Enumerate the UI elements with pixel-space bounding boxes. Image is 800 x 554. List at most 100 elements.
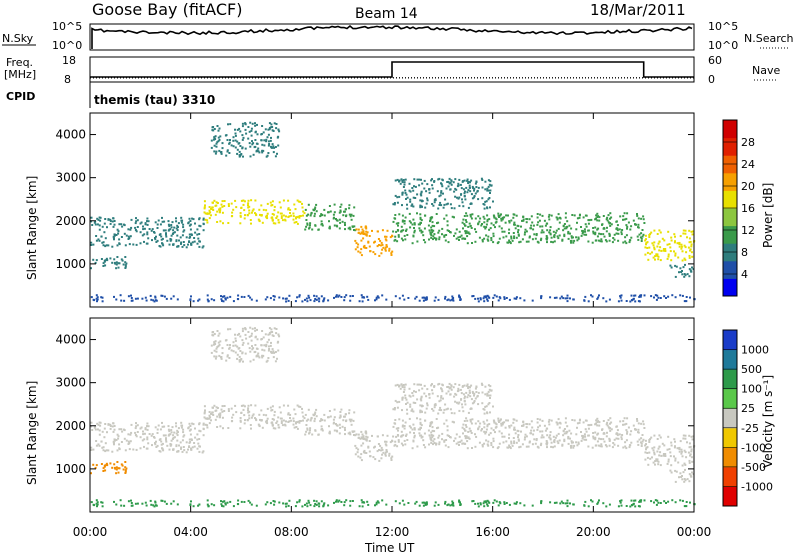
- y-tick-label: 1000: [55, 257, 86, 271]
- cpid-panel: CPID themis (tau) 3310: [6, 82, 215, 108]
- freq-label-line2: [MHz]: [4, 68, 36, 81]
- velocity-y-axis: 1000 2000 3000 4000: [55, 333, 694, 476]
- echo-band: [90, 461, 128, 475]
- echo-band: [304, 408, 357, 437]
- power-colorbar-title: Power [dB]: [761, 183, 775, 248]
- power-echoes: [90, 121, 696, 303]
- colorbar-swatch: [723, 278, 737, 297]
- beam-title: Beam 14: [355, 6, 418, 22]
- colorbar-swatch: [723, 172, 737, 191]
- colorbar-swatch: [723, 466, 737, 487]
- echo-band: [90, 294, 696, 303]
- colorbar-swatch: [723, 427, 737, 448]
- noise-sky-trace: [91, 24, 693, 49]
- date-title: 18/Mar/2011: [590, 1, 686, 19]
- velocity-echoes: [90, 326, 696, 508]
- colorbar-swatch: [723, 208, 737, 227]
- velocity-panel: 1000 2000 3000 4000 Slant Range [km]: [25, 317, 696, 513]
- noise-left-label: N.Sky: [2, 32, 34, 45]
- colorbar-tick-label: 24: [741, 158, 755, 171]
- echo-band: [354, 430, 394, 462]
- echo-band: [669, 468, 695, 483]
- colorbar-tick-label: -100: [741, 441, 766, 454]
- echo-band: [392, 177, 494, 210]
- noise-panel-frame: [89, 23, 695, 51]
- cpid-label: CPID: [6, 90, 35, 103]
- frequency-trace: [90, 61, 694, 78]
- echo-band: [392, 212, 646, 245]
- colorbar-swatch: [723, 330, 737, 351]
- colorbar-tick-label: -25: [741, 422, 759, 435]
- velocity-colorbar: -1000 -500 -100 -25 25 100 500 1000: [722, 329, 773, 507]
- noise-panel: N.Sky 10^5 10^0 10^5 10^0 N.Search: [2, 20, 794, 52]
- colorbar-tick-label: 28: [741, 136, 755, 149]
- x-tick-label: 20:00: [576, 525, 611, 539]
- colorbar-tick-label: -500: [741, 461, 766, 474]
- power-colorbar: 4 8 12 16 20 24 28: [722, 119, 755, 297]
- x-axis-label: Time UT: [364, 541, 415, 554]
- colorbar-swatch: [723, 447, 737, 468]
- y-tick-label: 2000: [55, 419, 86, 433]
- echo-band: [210, 326, 281, 363]
- power-y-axis: 1000 2000 3000 4000: [55, 128, 694, 271]
- echo-band: [90, 256, 128, 270]
- echo-band: [392, 382, 494, 415]
- echo-band: [644, 229, 696, 262]
- frequency-panel-frame: [89, 56, 695, 83]
- colorbar-tick-label: 12: [741, 224, 755, 237]
- y-tick-label: 4000: [55, 333, 86, 347]
- colorbar-tick-label: 100: [741, 383, 762, 396]
- nave-right-tick-bottom: 0: [708, 73, 715, 86]
- frequency-panel: Freq. [MHz] 18 8 60 0 Nave: [4, 54, 780, 86]
- echo-band: [304, 203, 357, 232]
- echo-band: [90, 499, 696, 508]
- station-title: Goose Bay (fitACF): [92, 0, 242, 19]
- colorbar-tick-label: 500: [741, 363, 762, 376]
- colorbar-swatch: [723, 408, 737, 429]
- colorbar-frame: [722, 329, 738, 507]
- y-tick-label: 3000: [55, 376, 86, 390]
- colorbar-swatch: [723, 225, 737, 244]
- y-tick-label: 4000: [55, 128, 86, 142]
- colorbar-tick-label: 25: [741, 402, 755, 415]
- velocity-y-label: Slant Range [km]: [25, 381, 39, 485]
- noise-left-tick-top: 10^5: [52, 20, 82, 33]
- x-tick-label: 16:00: [475, 525, 510, 539]
- power-panel-frame: [89, 112, 695, 308]
- x-tick-label: 04:00: [173, 525, 208, 539]
- freq-label-line1: Freq.: [6, 56, 33, 69]
- colorbar-swatch: [723, 349, 737, 370]
- x-tick-label: 12:00: [375, 525, 410, 539]
- power-panel: 1000 2000 3000 4000 Slant Range [km]: [25, 112, 696, 308]
- y-tick-label: 3000: [55, 171, 86, 185]
- x-tick-label: 00:00: [677, 525, 712, 539]
- freq-left-tick-top: 18: [62, 54, 76, 67]
- colorbar-swatch: [723, 120, 737, 139]
- colorbar-tick-label: 8: [741, 246, 748, 259]
- colorbar-tick-label: 20: [741, 180, 755, 193]
- echo-band: [644, 434, 696, 467]
- echo-band: [669, 263, 695, 278]
- echo-band: [203, 404, 306, 430]
- colorbar-tick-label: -1000: [741, 480, 773, 493]
- colorbar-swatch: [723, 137, 737, 156]
- echo-band: [392, 417, 646, 450]
- colorbar-swatch: [723, 369, 737, 390]
- velocity-colorbar-title: Velocity [m s⁻¹]: [761, 375, 775, 468]
- nave-right-tick-top: 60: [708, 54, 722, 67]
- freq-left-tick-bottom: 8: [64, 73, 71, 86]
- colorbar-tick-label: 4: [741, 268, 748, 281]
- colorbar-tick-label: 1000: [741, 344, 769, 357]
- echo-band: [210, 121, 281, 158]
- noise-left-tick-bottom: 10^0: [52, 39, 82, 52]
- power-y-label: Slant Range [km]: [25, 176, 39, 280]
- colorbar-swatch: [723, 486, 737, 507]
- y-tick-label: 1000: [55, 462, 86, 476]
- colorbar-swatch: [723, 260, 737, 279]
- noise-right-tick-bottom: 10^0: [708, 39, 738, 52]
- velocity-panel-frame: [89, 317, 695, 513]
- x-tick-label: 00:00: [73, 525, 108, 539]
- echo-band: [90, 216, 205, 249]
- noise-right-label: N.Search: [744, 32, 794, 45]
